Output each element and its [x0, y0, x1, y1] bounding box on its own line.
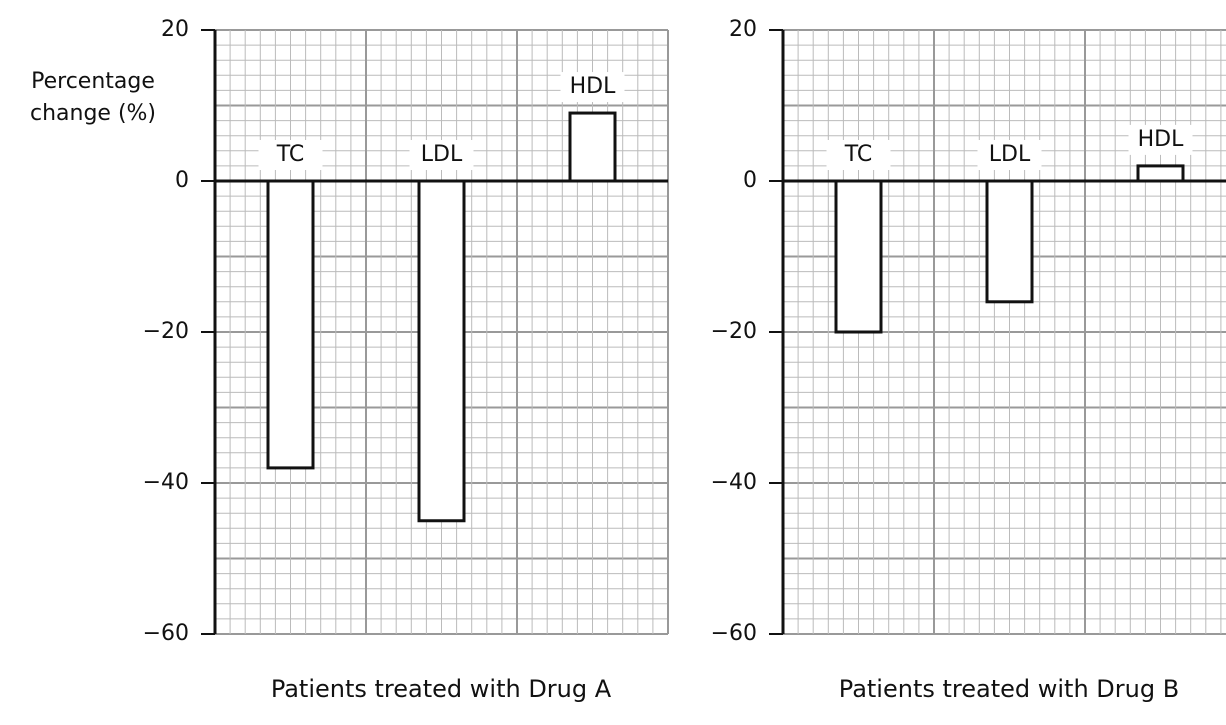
label-bg: [1128, 124, 1193, 155]
label-bg: [258, 140, 323, 170]
bar: [985, 179, 1034, 304]
bar: [568, 111, 617, 183]
y-axis-label: Percentage change (%): [29, 69, 157, 126]
label-bg: [977, 140, 1042, 170]
y-tick-label: 0: [743, 168, 757, 193]
bar: [417, 179, 466, 523]
bar: [1136, 164, 1185, 183]
y-tick-label: −60: [143, 621, 189, 646]
x-axis-label: Patients treated with Drug A: [271, 675, 612, 703]
y-tick-label: 0: [175, 168, 189, 193]
bar: [266, 179, 315, 470]
category-label: LDL: [421, 142, 463, 167]
y-tick-label: 20: [729, 17, 757, 42]
category-label: TC: [276, 142, 305, 167]
y-tick-label: −40: [711, 470, 757, 495]
y-tick-label: −60: [711, 621, 757, 646]
category-label: LDL: [989, 142, 1031, 167]
category-label: HDL: [1138, 127, 1184, 152]
y-tick-label: −20: [711, 319, 757, 344]
category-label: TC: [844, 142, 873, 167]
category-label: HDL: [570, 74, 616, 99]
bar: [834, 179, 883, 334]
x-axis-label: Patients treated with Drug B: [839, 675, 1179, 703]
label-bg: [826, 140, 891, 170]
y-tick-label: −20: [143, 319, 189, 344]
y-tick-label: −40: [143, 470, 189, 495]
label-bg: [560, 72, 625, 103]
label-bg: [409, 140, 474, 170]
y-tick-label: 20: [161, 17, 189, 42]
